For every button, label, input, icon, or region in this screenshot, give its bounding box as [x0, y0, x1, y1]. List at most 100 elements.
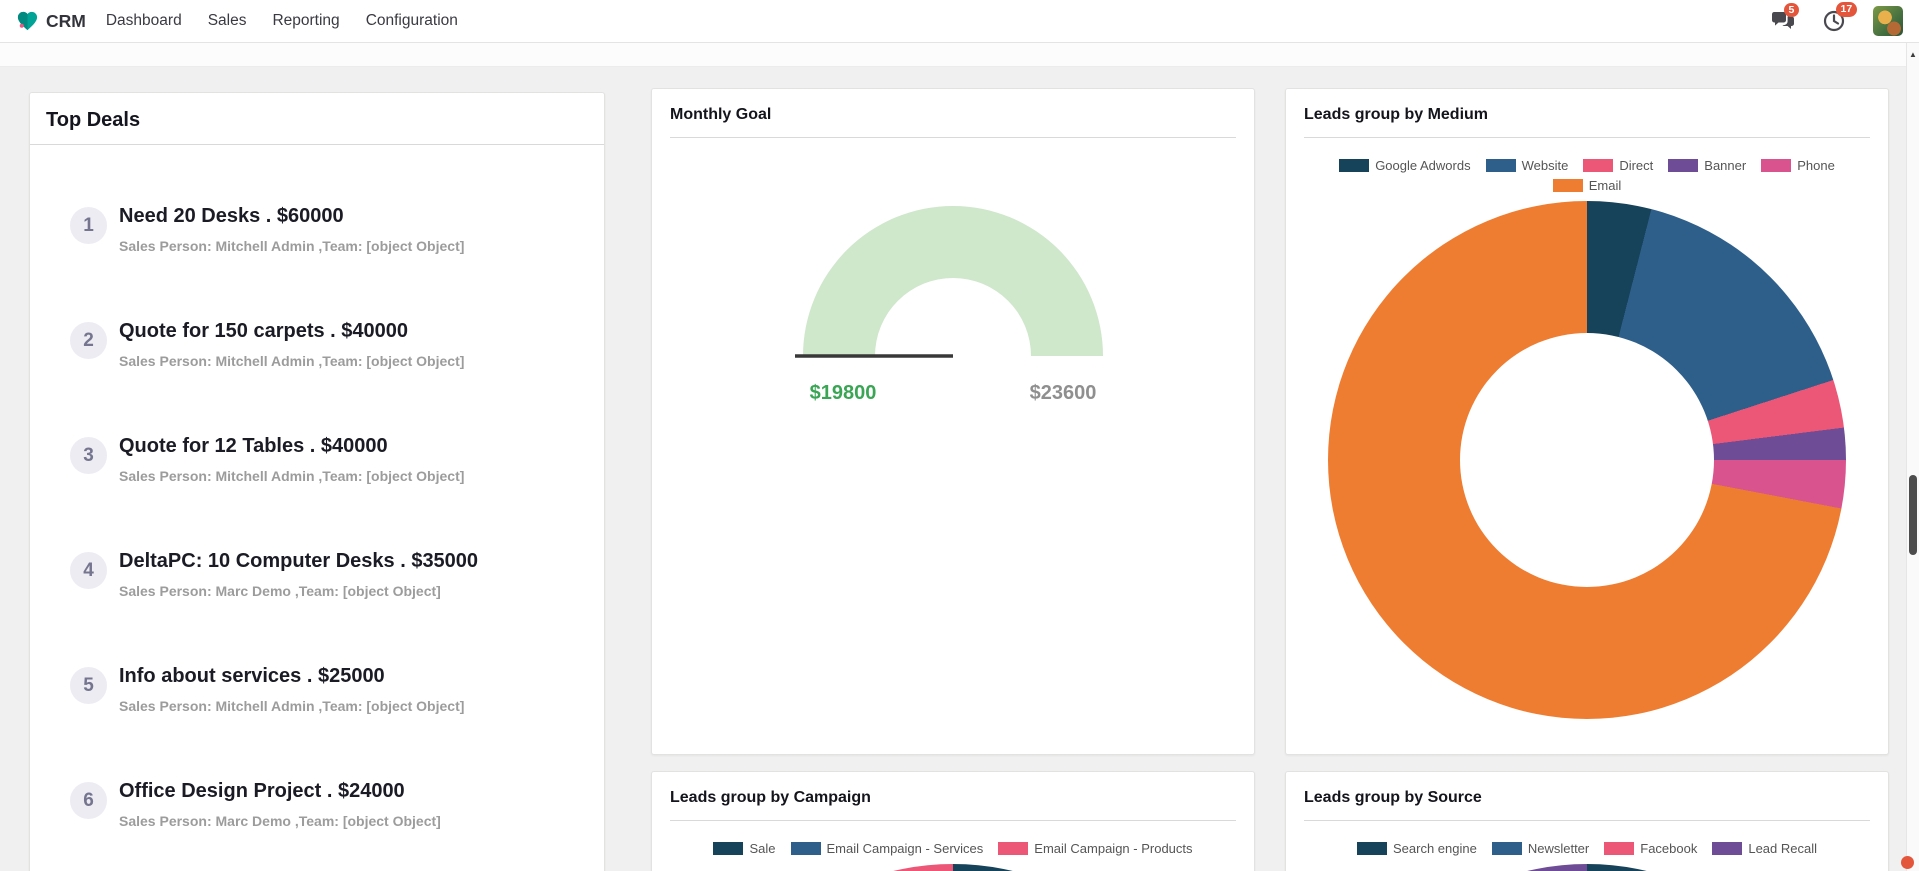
control-band: [0, 43, 1906, 67]
legend-item-email[interactable]: Email: [1552, 178, 1622, 193]
deal-rank: 5: [70, 667, 107, 704]
app-name[interactable]: CRM: [46, 10, 86, 31]
deal-rank: 4: [70, 552, 107, 589]
deal-subtitle: Sales Person: Mitchell Admin ,Team: [obj…: [119, 238, 465, 254]
leads-by-medium-card: Leads group by Medium Google Adwords Web…: [1285, 88, 1889, 755]
user-avatar[interactable]: [1873, 6, 1903, 36]
leads-by-source-title: Leads group by Source: [1304, 789, 1482, 806]
divider: [670, 820, 1236, 821]
deal-item[interactable]: 4 DeltaPC: 10 Computer Desks . $35000 Sa…: [70, 550, 592, 610]
deal-title: Office Design Project . $24000: [119, 780, 405, 802]
legend-label: Search engine: [1392, 841, 1477, 856]
legend-label: Website: [1521, 158, 1569, 173]
deal-subtitle: Sales Person: Marc Demo ,Team: [object O…: [119, 813, 441, 829]
divider: [30, 144, 604, 145]
legend-swatch: [1604, 842, 1635, 855]
chat-icon: [1772, 11, 1794, 29]
heart-logo-icon: [17, 11, 38, 30]
legend-label: Banner: [1704, 158, 1747, 173]
legend-item-email-campaign-products[interactable]: Email Campaign - Products: [998, 841, 1193, 856]
gauge-chart: [795, 206, 1103, 358]
top-deals-title: Top Deals: [46, 109, 141, 131]
deal-rank: 1: [70, 207, 107, 244]
nav-item-dashboard[interactable]: Dashboard: [105, 12, 182, 29]
legend-row: Search engine Newsletter Facebook Lead R…: [1356, 841, 1817, 856]
source-legend: Search engine Newsletter Facebook Lead R…: [1304, 841, 1870, 856]
legend-label: Newsletter: [1527, 841, 1590, 856]
deal-item[interactable]: 1 Need 20 Desks . $60000 Sales Person: M…: [70, 205, 592, 265]
deal-item[interactable]: 2 Quote for 150 carpets . $40000 Sales P…: [70, 320, 592, 380]
legend-row: Sale Email Campaign - Services Email Cam…: [713, 841, 1193, 856]
legend-item-search-engine[interactable]: Search engine: [1356, 841, 1477, 856]
legend-item-banner[interactable]: Banner: [1668, 158, 1746, 173]
divider: [1304, 137, 1870, 138]
legend-swatch: [1491, 842, 1522, 855]
deal-rank: 6: [70, 782, 107, 819]
legend-swatch: [1668, 159, 1699, 172]
legend-label: Sale: [749, 841, 776, 856]
leads-by-campaign-card: Leads group by Campaign Sale Email Campa…: [651, 771, 1255, 871]
medium-donut-chart[interactable]: [1328, 201, 1846, 719]
legend-label: Email: [1588, 178, 1622, 193]
top-deals-card: Top Deals 1 Need 20 Desks . $60000 Sales…: [29, 92, 605, 871]
divider: [670, 137, 1236, 138]
legend-label: Email Campaign - Services: [826, 841, 984, 856]
legend-row: Google Adwords Website Direct Banner Pho…: [1339, 158, 1835, 173]
crm-app-icon[interactable]: [16, 10, 39, 33]
legend-item-direct[interactable]: Direct: [1583, 158, 1653, 173]
legend-swatch: [1339, 159, 1370, 172]
nav-item-reporting[interactable]: Reporting: [272, 12, 340, 29]
legend-item-phone[interactable]: Phone: [1761, 158, 1835, 173]
top-nav: CRM Dashboard Sales Reporting Configurat…: [0, 0, 1919, 43]
legend-item-email-campaign-services[interactable]: Email Campaign - Services: [790, 841, 984, 856]
campaign-donut-chart[interactable]: [694, 864, 1212, 871]
legend-swatch: [1356, 842, 1387, 855]
deal-rank: 3: [70, 437, 107, 474]
legend-swatch: [1583, 159, 1614, 172]
deal-subtitle: Sales Person: Mitchell Admin ,Team: [obj…: [119, 353, 465, 369]
legend-row: Email: [1552, 178, 1622, 193]
legend-item-website[interactable]: Website: [1485, 158, 1569, 173]
messages-button[interactable]: 5: [1771, 2, 1799, 32]
deal-title: DeltaPC: 10 Computer Desks . $35000: [119, 550, 479, 572]
activities-badge: 17: [1836, 2, 1857, 17]
deal-title: Quote for 150 carpets . $40000: [119, 320, 409, 342]
legend-swatch: [790, 842, 821, 855]
legend-item-sale[interactable]: Sale: [713, 841, 776, 856]
monthly-goal-gauge: $19800 $23600: [783, 186, 1123, 418]
legend-label: Facebook: [1640, 841, 1698, 856]
legend-item-lead-recall[interactable]: Lead Recall: [1712, 841, 1817, 856]
legend-item-newsletter[interactable]: Newsletter: [1491, 841, 1590, 856]
monthly-goal-card: Monthly Goal $19800 $23600: [651, 88, 1255, 755]
deal-item[interactable]: 3 Quote for 12 Tables . $40000 Sales Per…: [70, 435, 592, 495]
nav-item-sales[interactable]: Sales: [207, 12, 247, 29]
notification-dot: [1901, 856, 1914, 869]
activities-button[interactable]: 17: [1823, 2, 1857, 32]
scrollbar[interactable]: ▲: [1906, 43, 1919, 871]
gauge-value-label: $19800: [809, 382, 877, 404]
deal-item[interactable]: 5 Info about services . $25000 Sales Per…: [70, 665, 592, 725]
legend-swatch: [1712, 842, 1743, 855]
legend-swatch: [1761, 159, 1792, 172]
divider: [1304, 820, 1870, 821]
nav-item-configuration[interactable]: Configuration: [365, 12, 458, 29]
source-donut-chart[interactable]: [1328, 864, 1846, 871]
leads-by-campaign-title: Leads group by Campaign: [670, 789, 871, 806]
deal-title: Quote for 12 Tables . $40000: [119, 435, 388, 457]
deal-subtitle: Sales Person: Mitchell Admin ,Team: [obj…: [119, 698, 465, 714]
deal-subtitle: Sales Person: Marc Demo ,Team: [object O…: [119, 583, 441, 599]
nav-right: 5 17: [1771, 2, 1903, 36]
leads-by-source-card: Leads group by Source Search engine News…: [1285, 771, 1889, 871]
legend-swatch: [1552, 179, 1583, 192]
legend-item-facebook[interactable]: Facebook: [1604, 841, 1697, 856]
deal-rank: 2: [70, 322, 107, 359]
gauge-max-label: $23600: [1029, 382, 1097, 404]
deal-item[interactable]: 6 Office Design Project . $24000 Sales P…: [70, 780, 592, 840]
scrollbar-thumb[interactable]: [1909, 475, 1917, 555]
gauge-arc: [803, 206, 1103, 356]
legend-item-google-adwords[interactable]: Google Adwords: [1339, 158, 1471, 173]
nav-left: CRM Dashboard Sales Reporting Configurat…: [16, 10, 484, 33]
scroll-up-arrow[interactable]: ▲: [1909, 50, 1917, 59]
legend-label: Phone: [1797, 158, 1835, 173]
monthly-goal-title: Monthly Goal: [670, 106, 772, 123]
